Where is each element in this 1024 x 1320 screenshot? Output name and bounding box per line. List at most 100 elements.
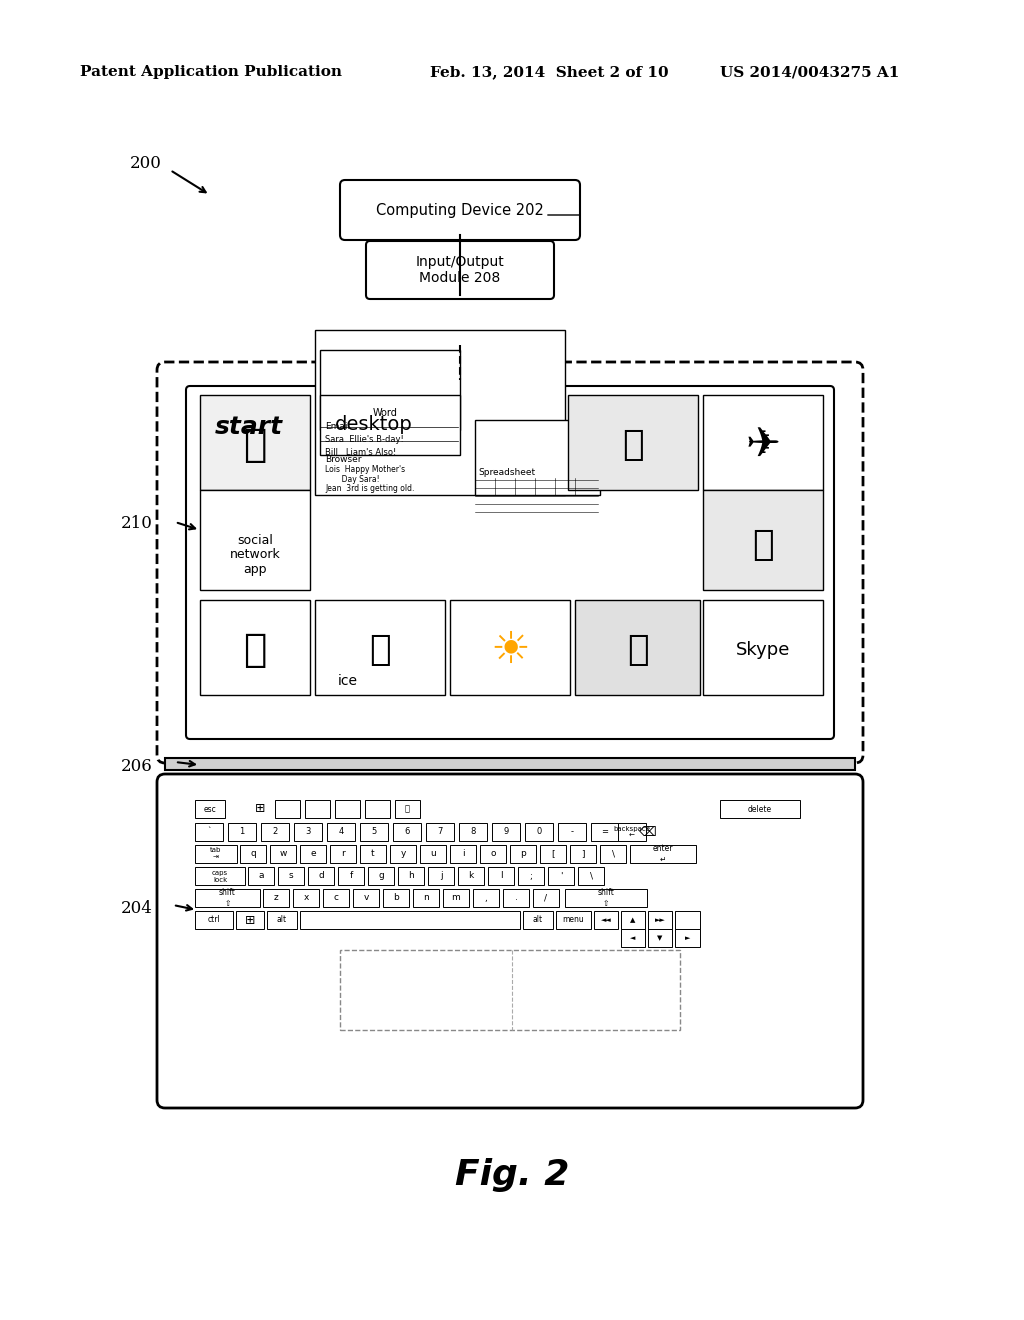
Bar	[270, 845, 296, 863]
Text: ☀: ☀	[490, 628, 530, 672]
Text: desktop: desktop	[335, 414, 413, 434]
Text: 0: 0	[537, 828, 542, 837]
Bar	[338, 867, 364, 884]
Text: Jean  3rd is getting old.: Jean 3rd is getting old.	[325, 484, 415, 492]
Text: j: j	[439, 871, 442, 880]
Text: shift
⇧: shift ⇧	[598, 888, 614, 908]
Text: enter
↵: enter ↵	[652, 845, 673, 863]
Text: 🦌: 🦌	[244, 631, 266, 669]
Text: social
network
app: social network app	[229, 533, 281, 577]
Bar	[420, 845, 446, 863]
Bar	[195, 845, 237, 863]
Bar	[473, 888, 499, 907]
Text: shift
⇧: shift ⇧	[219, 888, 236, 908]
Text: Spreadsheet: Spreadsheet	[478, 469, 536, 477]
Text: 5: 5	[372, 828, 377, 837]
Text: n: n	[423, 894, 429, 903]
Bar	[630, 845, 696, 863]
Text: .: .	[515, 894, 517, 903]
Text: x: x	[303, 894, 308, 903]
Text: h: h	[409, 871, 414, 880]
Bar	[558, 822, 586, 841]
Bar	[327, 822, 355, 841]
Text: 200: 200	[130, 154, 162, 172]
Bar	[480, 845, 506, 863]
FancyBboxPatch shape	[186, 385, 834, 739]
Text: z: z	[273, 894, 279, 903]
Bar	[443, 888, 469, 907]
Text: ,: ,	[484, 894, 487, 903]
Text: ✈: ✈	[745, 424, 780, 466]
Bar	[459, 822, 487, 841]
Bar	[319, 350, 460, 430]
Bar	[315, 601, 445, 696]
Text: 2: 2	[272, 828, 278, 837]
Text: Patent Application Publication: Patent Application Publication	[80, 65, 342, 79]
Text: y: y	[400, 850, 406, 858]
Text: Lois  Happy Mother's: Lois Happy Mother's	[325, 465, 406, 474]
Text: ': '	[560, 871, 562, 880]
Bar	[315, 330, 565, 495]
Bar	[458, 867, 484, 884]
Bar	[534, 888, 559, 907]
Text: =: =	[601, 828, 608, 837]
Text: i: i	[462, 850, 464, 858]
Text: c: c	[334, 894, 339, 903]
Bar	[450, 601, 570, 696]
Bar	[428, 867, 454, 884]
Text: v: v	[364, 894, 369, 903]
Text: \: \	[611, 850, 614, 858]
Text: k: k	[468, 871, 474, 880]
Text: 6: 6	[404, 828, 410, 837]
Bar	[703, 601, 823, 696]
Text: delete: delete	[748, 804, 772, 813]
Text: tab
⇥: tab ⇥	[210, 847, 221, 861]
Bar	[475, 420, 600, 495]
Text: alt: alt	[532, 916, 543, 924]
Text: 9: 9	[504, 828, 509, 837]
Text: 7: 7	[437, 828, 442, 837]
Bar	[294, 822, 322, 841]
Text: 🤸: 🤸	[753, 528, 774, 562]
Bar	[648, 911, 672, 929]
Bar	[330, 845, 356, 863]
Bar	[278, 867, 304, 884]
Text: Skype: Skype	[736, 642, 791, 659]
Text: /: /	[545, 894, 548, 903]
Bar	[195, 888, 260, 907]
Bar	[703, 395, 823, 490]
Bar	[594, 911, 618, 929]
Bar	[305, 800, 330, 818]
Text: u: u	[430, 850, 436, 858]
Text: w: w	[280, 850, 287, 858]
Text: 8: 8	[470, 828, 476, 837]
Text: 3: 3	[305, 828, 310, 837]
Text: p: p	[520, 850, 526, 858]
Bar	[293, 888, 319, 907]
Bar	[503, 888, 529, 907]
Text: Sara  Ellie's B-day!: Sara Ellie's B-day!	[325, 436, 403, 444]
Bar	[450, 845, 476, 863]
FancyBboxPatch shape	[157, 362, 863, 763]
FancyBboxPatch shape	[366, 242, 554, 300]
Text: d: d	[318, 871, 324, 880]
Text: 🔍: 🔍	[406, 804, 410, 813]
Text: Browser: Browser	[325, 455, 361, 465]
Bar	[195, 800, 225, 818]
Bar	[621, 929, 645, 946]
Text: r: r	[341, 850, 345, 858]
Bar	[200, 395, 310, 490]
Bar	[360, 822, 388, 841]
Text: ►: ►	[685, 935, 690, 941]
Bar	[353, 888, 379, 907]
Text: o: o	[490, 850, 496, 858]
Text: ◄◄: ◄◄	[601, 917, 611, 923]
Text: 🐕: 🐕	[244, 426, 266, 465]
Bar	[492, 822, 520, 841]
Bar	[195, 822, 223, 841]
Text: ▲: ▲	[631, 917, 636, 923]
Bar	[575, 601, 700, 696]
Bar	[195, 911, 233, 929]
Text: g: g	[378, 871, 384, 880]
Text: s: s	[289, 871, 293, 880]
